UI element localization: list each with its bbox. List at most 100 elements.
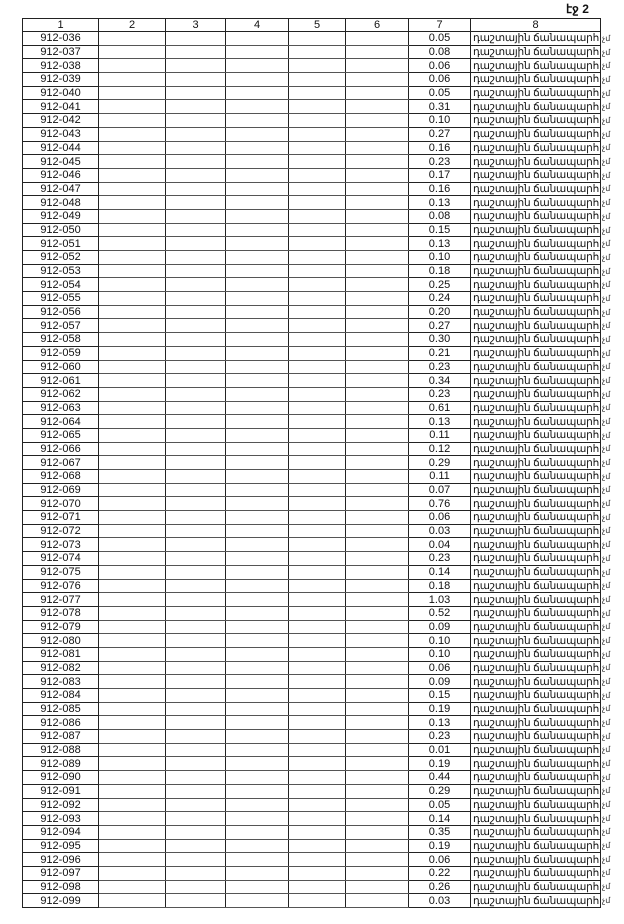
empty-cell [98, 373, 166, 388]
parcel-code: 912-058 [22, 332, 99, 347]
empty-cell [288, 797, 346, 813]
empty-cell [225, 332, 289, 347]
empty-cell [345, 263, 409, 279]
empty-cell [288, 674, 346, 689]
empty-cell [345, 208, 409, 224]
empty-cell [225, 400, 289, 416]
area-value: 0.23 [408, 551, 471, 566]
empty-cell [98, 99, 166, 115]
table-row: 912-092 0.05 դաշտային ճանապարհ [22, 797, 601, 813]
empty-cell [225, 126, 289, 142]
empty-cell [288, 31, 346, 46]
area-value: 0.07 [408, 482, 471, 498]
empty-cell [98, 783, 166, 799]
area-value: 0.20 [408, 304, 471, 320]
empty-cell [98, 879, 166, 895]
margin-mark: չմ [602, 458, 611, 468]
empty-cell [225, 140, 289, 156]
table-row: 912-085 0.19 դաշտային ճանապարհ [22, 701, 601, 717]
empty-cell [225, 318, 289, 334]
parcel-code: 912-048 [22, 195, 99, 210]
empty-cell [288, 756, 346, 772]
land-type: դաշտային ճանապարհ [470, 140, 601, 156]
empty-cell [98, 605, 166, 621]
empty-cell [288, 208, 346, 224]
empty-cell [225, 564, 289, 580]
area-value: 0.15 [408, 222, 471, 238]
parcel-code: 912-092 [22, 797, 99, 813]
empty-cell [165, 852, 226, 867]
empty-cell [98, 386, 166, 402]
empty-cell [98, 893, 166, 908]
area-value: 0.27 [408, 126, 471, 142]
land-type: դաշտային ճանապարհ [470, 510, 601, 525]
margin-mark: չմ [602, 389, 611, 399]
empty-cell [165, 236, 226, 251]
empty-cell [288, 85, 346, 101]
empty-cell [165, 400, 226, 416]
area-value: 0.08 [408, 44, 471, 60]
empty-cell [165, 469, 226, 484]
table-row: 912-049 0.08 դաշտային ճանապարհ [22, 208, 601, 224]
empty-cell [225, 250, 289, 265]
empty-cell [288, 140, 346, 156]
empty-cell [165, 551, 226, 566]
empty-cell [225, 715, 289, 731]
empty-cell [288, 646, 346, 662]
land-type: դաշտային ճանապարհ [470, 633, 601, 648]
land-type: դաշտային ճանապարհ [470, 72, 601, 87]
area-value: 0.13 [408, 195, 471, 210]
parcel-code: 912-084 [22, 688, 99, 703]
land-type: դաշտային ճանապարհ [470, 469, 601, 484]
area-value: 0.18 [408, 263, 471, 279]
land-type: դաշտային ճանապարհ [470, 551, 601, 566]
empty-cell [165, 619, 226, 635]
empty-cell [165, 99, 226, 115]
empty-cell [345, 373, 409, 388]
empty-cell [345, 619, 409, 635]
parcel-code: 912-038 [22, 58, 99, 74]
parcel-code: 912-081 [22, 646, 99, 662]
empty-cell [165, 633, 226, 648]
empty-cell [345, 660, 409, 676]
land-type: դաշտային ճանապարհ [470, 58, 601, 74]
parcel-code: 912-086 [22, 715, 99, 731]
margin-mark: չմ [602, 512, 611, 522]
margin-mark: չմ [602, 526, 611, 536]
land-type: դաշտային ճանապարհ [470, 496, 601, 512]
land-type: դաշտային ճանապարհ [470, 715, 601, 731]
empty-cell [345, 250, 409, 265]
parcel-code: 912-075 [22, 564, 99, 580]
empty-cell [98, 646, 166, 662]
parcel-code: 912-082 [22, 660, 99, 676]
empty-cell [288, 195, 346, 210]
empty-cell [345, 893, 409, 908]
empty-cell [98, 619, 166, 635]
empty-cell [288, 277, 346, 293]
empty-cell [345, 154, 409, 169]
table-row: 912-091 0.29 դաշտային ճանապարհ [22, 783, 601, 799]
empty-cell [98, 688, 166, 703]
empty-cell [288, 332, 346, 347]
empty-cell [165, 181, 226, 197]
parcel-code: 912-047 [22, 181, 99, 197]
empty-cell [225, 427, 289, 443]
land-type: դաշտային ճանապարհ [470, 250, 601, 265]
empty-cell [98, 72, 166, 87]
empty-cell [165, 660, 226, 676]
empty-cell [345, 797, 409, 813]
table-row: 912-083 0.09 դաշտային ճանապարհ [22, 674, 601, 689]
land-type: դաշտային ճանապարհ [470, 236, 601, 251]
empty-cell [225, 646, 289, 662]
parcel-code: 912-066 [22, 441, 99, 457]
empty-cell [225, 578, 289, 594]
table-row: 912-054 0.25 դաշտային ճանապարհ [22, 277, 601, 293]
land-type: դաշտային ճանապարհ [470, 893, 601, 908]
table-row: 912-089 0.19 դաշտային ճանապարհ [22, 756, 601, 772]
empty-cell [98, 756, 166, 772]
column-header-5: 5 [288, 18, 346, 32]
land-type: դաշտային ճանապարհ [470, 455, 601, 470]
parcel-code: 912-073 [22, 537, 99, 553]
empty-cell [225, 359, 289, 375]
land-type: դաշտային ճանապարհ [470, 126, 601, 142]
